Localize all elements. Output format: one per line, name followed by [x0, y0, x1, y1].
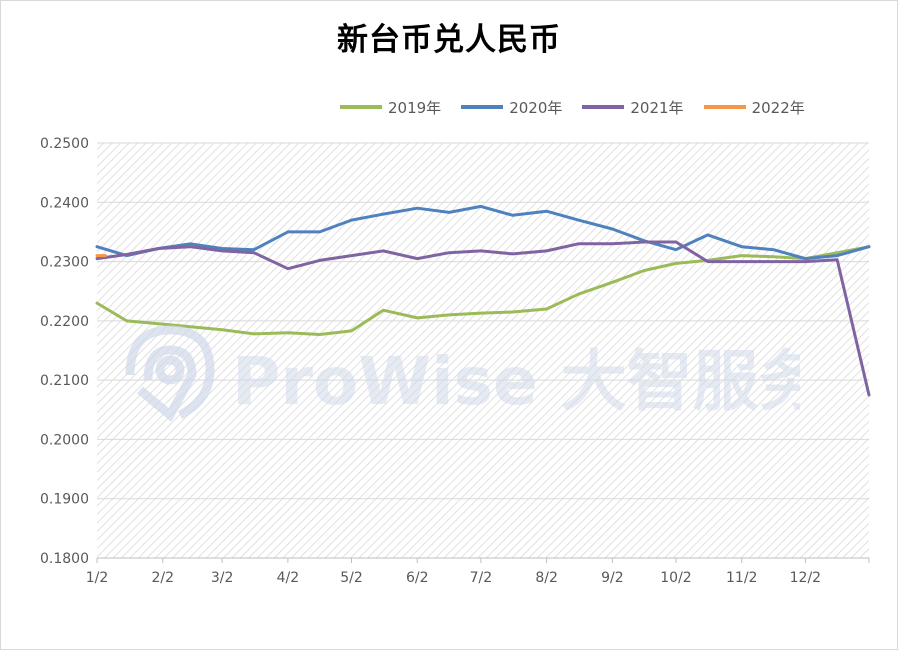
x-tick-label: 2/2	[151, 570, 174, 586]
y-tick-label: 0.2500	[40, 136, 89, 152]
series-line-2020年[interactable]	[95, 204, 871, 261]
x-tick-label: 5/2	[340, 570, 363, 586]
x-axis: 1/2 2/2 3/2 4/2 5/2 6/2 7/2 8/2 9/2 10/2 11/2 12/2	[86, 558, 870, 586]
y-axis: 0.1800 0.1900 0.2000 0.2100 0.2200 0.2300 0.24…	[40, 136, 89, 567]
x-tick-label: 3/2	[211, 570, 234, 586]
x-tick-label: 9/2	[601, 570, 624, 586]
x-tick-label: 6/2	[406, 570, 429, 586]
y-tick-label: 0.2200	[40, 314, 89, 330]
legend-item-2020[interactable]: 2020年	[461, 97, 562, 118]
chart-legend: 2019年 2020年 2021年 2022年	[340, 96, 825, 118]
legend-swatch-2020	[461, 105, 504, 109]
chart-title: 新台币兑人民币	[337, 22, 561, 58]
series-line-2019年[interactable]	[95, 245, 871, 336]
legend-label-2019: 2019年	[388, 98, 442, 117]
y-tick-label: 0.2100	[40, 373, 89, 389]
legend-swatch-2021	[582, 105, 625, 109]
x-tick-label: 11/2	[726, 570, 757, 586]
x-tick-label: 1/2	[86, 570, 109, 586]
y-tick-label: 0.2300	[40, 255, 89, 271]
legend-item-2022[interactable]: 2022年	[703, 97, 805, 118]
legend-item-2021[interactable]: 2021年	[582, 97, 684, 118]
legend-swatch-2022	[703, 105, 746, 109]
x-tick-label: 12/2	[790, 570, 821, 586]
series-line-2021年[interactable]	[95, 240, 871, 397]
legend-swatch-2019	[340, 105, 382, 109]
series-layer	[95, 204, 871, 397]
legend-label-2020: 2020年	[509, 98, 563, 117]
x-tick-label: 4/2	[277, 570, 300, 586]
y-tick-label: 0.1900	[40, 492, 89, 508]
x-tick-label: 7/2	[470, 570, 493, 586]
x-tick-label: 10/2	[660, 570, 691, 586]
x-tick-label: 8/2	[535, 570, 558, 586]
y-tick-label: 0.2400	[40, 195, 89, 211]
y-tick-label: 0.2000	[40, 432, 89, 448]
y-tick-label: 0.1800	[40, 551, 89, 567]
plot-area	[97, 143, 869, 558]
legend-item-2019[interactable]: 2019年	[340, 97, 441, 118]
legend-label-2022: 2022年	[751, 98, 805, 117]
legend-label-2021: 2021年	[630, 98, 684, 117]
